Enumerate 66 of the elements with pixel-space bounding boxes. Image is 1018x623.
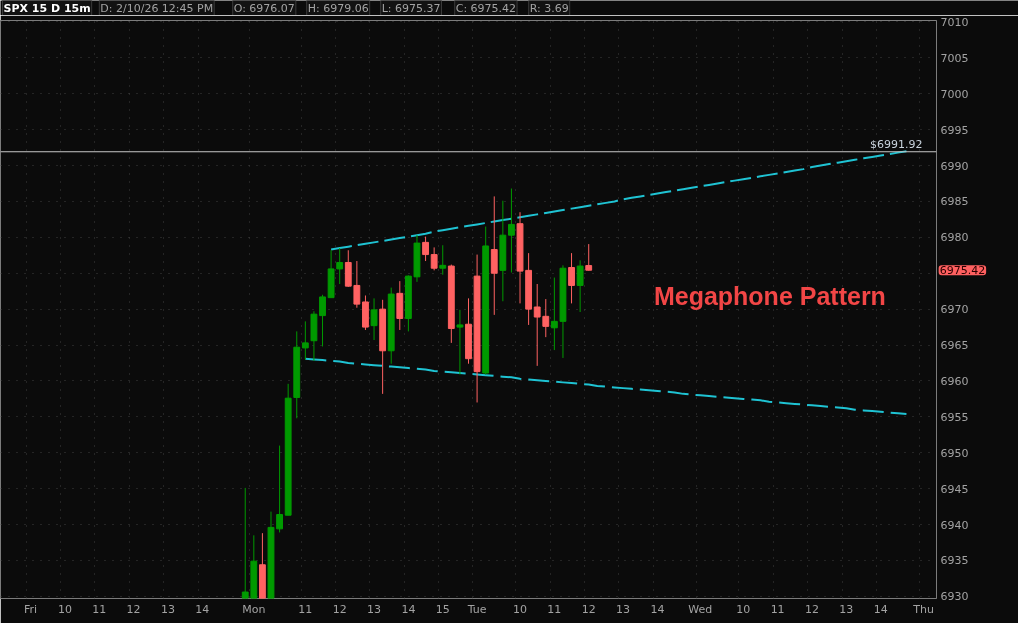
- y-tick-label: 6985: [940, 195, 969, 209]
- x-tick-label: Wed: [688, 602, 713, 616]
- candlestick: [430, 246, 438, 271]
- line-series: [330, 150, 908, 251]
- candlestick: [568, 252, 575, 304]
- x-tick-label: 15: [435, 602, 450, 616]
- x-tick-label: 14: [873, 602, 888, 616]
- x-tick-label: 13: [367, 602, 382, 616]
- y-tick-label: 6935: [940, 554, 969, 568]
- candlestick: [422, 236, 429, 262]
- y-tick-label: 7005: [940, 51, 969, 65]
- chart-title: SPX 15 D 15m: [3, 1, 91, 15]
- candlestick: [576, 259, 584, 313]
- candlestick: [508, 188, 515, 274]
- y-tick-label: 6930: [940, 590, 969, 604]
- x-tick-label: 12: [581, 602, 596, 616]
- x-tick-label: 11: [92, 602, 107, 616]
- text: C: 6975.42: [455, 1, 517, 15]
- x-tick-label: 13: [616, 602, 631, 616]
- x-tick-label: 12: [804, 602, 819, 616]
- text: L: 6975.37: [381, 1, 441, 15]
- annotation: Megaphone Pattern: [653, 282, 886, 311]
- candlestick: [585, 243, 593, 272]
- x-tick-label: 11: [298, 602, 313, 616]
- x-tick-label: 14: [401, 602, 416, 616]
- x-tick-label: 14: [650, 602, 665, 616]
- x-tick-label: 14: [195, 602, 210, 616]
- candlestick: [456, 309, 464, 375]
- candlestick: [550, 277, 558, 351]
- y-tick-label: 6940: [940, 518, 969, 532]
- x-tick-label: 11: [547, 602, 562, 616]
- y-tick-label: 6950: [940, 446, 969, 460]
- text: R: 3.69: [529, 1, 569, 15]
- x-tick-label: 10: [57, 602, 72, 616]
- x-tick-label: 11: [770, 602, 785, 616]
- y-tick-label: 6970: [940, 303, 969, 317]
- x-tick-label: 13: [160, 602, 175, 616]
- line-series: [304, 357, 908, 415]
- x-tick-label: 12: [126, 602, 141, 616]
- y-tick-label: 6980: [940, 231, 969, 245]
- y-tick-label: 6965: [940, 339, 969, 353]
- x-tick-label: Mon: [242, 602, 266, 616]
- candlestick: [301, 320, 309, 360]
- y-tick-label: 6945: [940, 482, 969, 496]
- y-tick-label: 7000: [940, 87, 969, 101]
- text: O: 6976.07: [233, 1, 295, 15]
- x-tick-label: 12: [332, 602, 347, 616]
- candlestick: [336, 247, 344, 285]
- x-tick-label: Tue: [466, 602, 487, 616]
- text: 6975.42: [939, 264, 986, 278]
- candlestick: [439, 244, 447, 276]
- candlestick: [490, 195, 498, 316]
- x-tick-label: 10: [736, 602, 751, 616]
- y-tick-label: 6990: [940, 159, 969, 173]
- text: D: 2/10/26 12:45 PM: [100, 1, 214, 15]
- y-tick-label: 6955: [940, 410, 969, 424]
- y-tick-label: 6960: [940, 374, 969, 388]
- x-tick-label: Thu: [912, 602, 934, 616]
- ref-line-label: $6991.92: [870, 137, 923, 151]
- x-tick-label: Fri: [24, 602, 38, 616]
- y-tick-label: 6995: [940, 123, 969, 137]
- x-tick-label: 13: [839, 602, 854, 616]
- text: H: 6979.06: [307, 1, 369, 15]
- x-tick-label: 10: [513, 602, 528, 616]
- y-tick-label: 7010: [940, 15, 969, 29]
- candlestick: [370, 297, 378, 341]
